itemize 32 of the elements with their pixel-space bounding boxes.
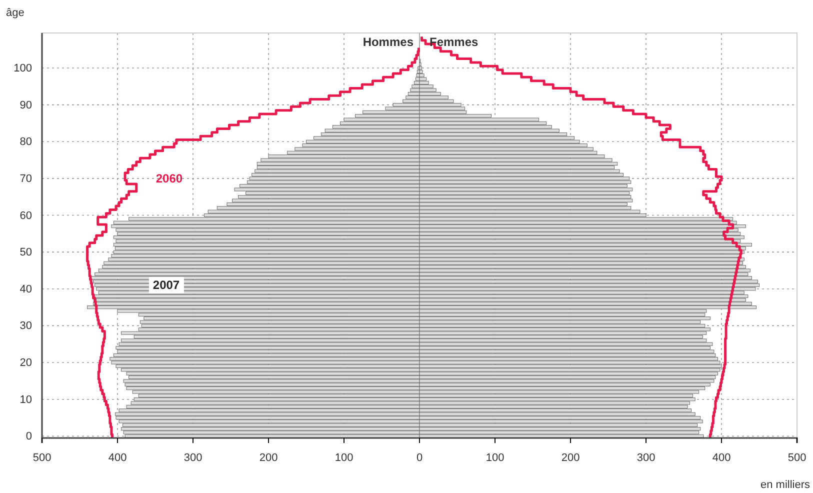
y-tick-label: 60: [20, 210, 32, 222]
x-tick-label: 200: [561, 452, 580, 464]
y-tick-label: 90: [20, 99, 32, 112]
x-tick-label: 400: [712, 452, 731, 464]
x-tick-label: 500: [32, 452, 52, 464]
y-tick-label: 70: [20, 172, 32, 185]
series-label: 2007: [152, 278, 180, 292]
x-tick-label: 300: [636, 452, 656, 464]
y-tick-label: 100: [14, 62, 32, 74]
bar: [419, 74, 424, 78]
bar: [419, 66, 422, 70]
annotation: Femmes: [430, 35, 479, 49]
y-tick-label: 30: [20, 320, 32, 332]
bar: [419, 77, 427, 81]
x-tick-label: 500: [788, 452, 806, 464]
annotation: Hommes: [362, 35, 414, 49]
series-label: 2060: [156, 171, 183, 186]
y-tick-label: 80: [20, 136, 32, 148]
y-tick-label: 50: [20, 246, 32, 259]
x-tick-label: 0: [416, 452, 423, 464]
y-tick-label: 0: [26, 430, 32, 443]
x-tick-label: 100: [334, 452, 354, 464]
x-tick-label: 400: [108, 452, 127, 464]
y-tick-label: 10: [20, 394, 32, 406]
bar: [419, 70, 423, 74]
x-tick-label: 100: [486, 452, 504, 464]
y-tick-label: 20: [20, 357, 32, 370]
x-axis-title: en milliers: [760, 479, 810, 491]
x-tick-label: 300: [184, 452, 202, 464]
y-tick-label: 40: [20, 283, 32, 296]
y-axis-title: âge: [6, 7, 24, 19]
x-tick-label: 200: [259, 452, 278, 464]
